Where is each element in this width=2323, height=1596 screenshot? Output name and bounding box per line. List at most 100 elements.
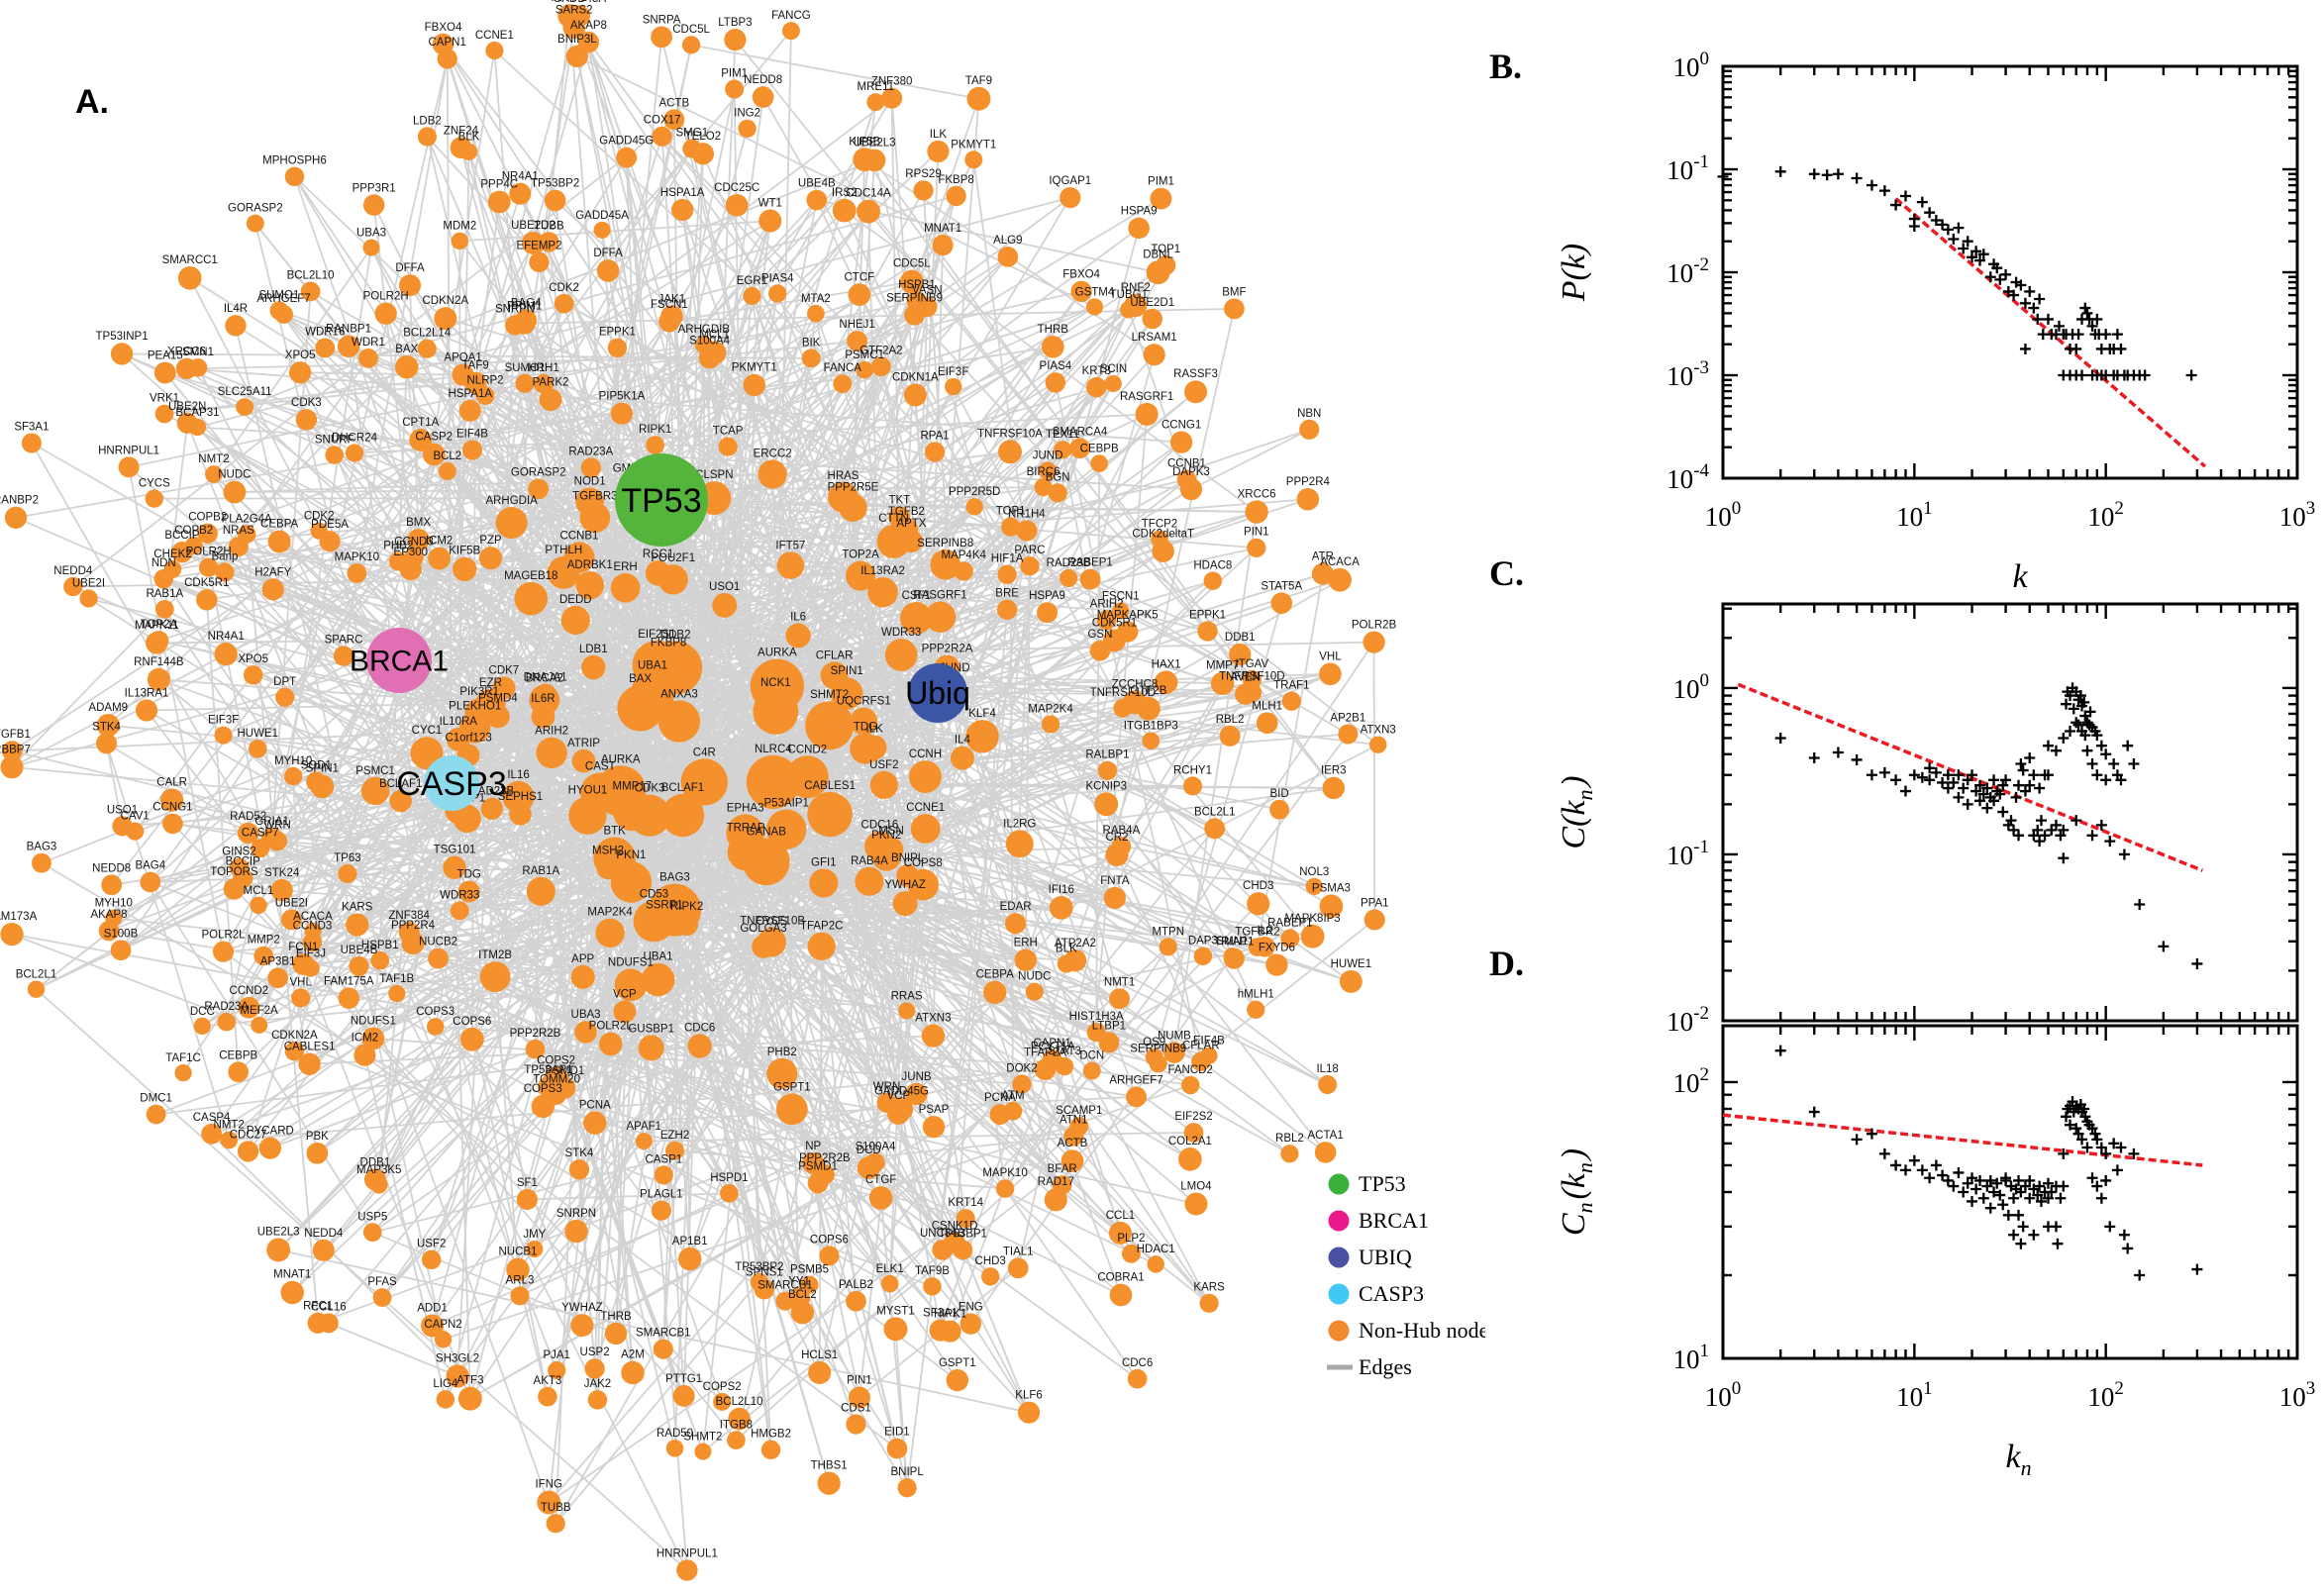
node-label: TNFRSF10B (740, 915, 805, 927)
non-hub-node (1197, 621, 1218, 642)
node-label: NMT1 (1104, 976, 1135, 988)
non-hub-node (291, 988, 311, 1008)
node-label: PIM1 (1148, 176, 1174, 188)
hub-edge (398, 150, 940, 661)
non-hub-node (997, 564, 1017, 584)
node-label: CABLES1 (284, 1041, 336, 1052)
node-label: MSH2 (592, 845, 624, 856)
network-edge (155, 672, 1331, 1116)
data-point (1977, 1192, 1989, 1204)
tick-label-10e-1: 10-1 (1666, 151, 1709, 185)
node-label: TAF1B (379, 973, 414, 985)
non-hub-node (288, 361, 312, 384)
node-label: RCHY1 (1173, 764, 1212, 776)
node-label: DCN (1079, 1050, 1104, 1062)
non-hub-node (850, 733, 881, 764)
node-label: ITM2B (478, 949, 512, 961)
non-hub-node (417, 339, 437, 358)
non-hub-node (201, 1123, 222, 1145)
data-point (2061, 698, 2072, 710)
tick-label-10e2: 102 (2087, 498, 2124, 532)
data-point (1970, 246, 1982, 257)
network-edge (924, 775, 1156, 1058)
node-label: XPO5 (238, 653, 268, 665)
network-edge (568, 15, 1008, 611)
hub-edge (451, 672, 1331, 784)
non-hub-node (832, 198, 857, 223)
non-hub-node (421, 1249, 442, 1270)
data-point (1977, 249, 1989, 260)
node-label: UBA3 (356, 228, 386, 240)
data-point (2081, 717, 2093, 729)
data-point (1942, 1174, 1954, 1186)
node-label: CTCF (845, 271, 875, 283)
data-point (1974, 254, 1986, 266)
network-edge (1091, 1069, 1191, 1086)
node-label: ARL3 (506, 1274, 535, 1286)
data-point (1890, 774, 1902, 786)
node-label: TP53INP1 (96, 331, 149, 343)
non-hub-node (997, 247, 1019, 267)
non-hub-node (1120, 300, 1138, 319)
non-hub-node (575, 487, 604, 517)
data-point (2079, 1111, 2091, 1123)
node-label: CCND2 (788, 744, 828, 755)
node-label: SERPINB9 (1130, 1043, 1186, 1054)
tick-label-10e1: 101 (1896, 498, 1933, 532)
node-label: PPP2R2B (799, 1152, 851, 1164)
non-hub-node (785, 623, 811, 648)
node-label: BAX (629, 673, 652, 685)
non-hub-node (1200, 1047, 1218, 1065)
data-point (1808, 1106, 1820, 1118)
network-edge (813, 1135, 1074, 1164)
node-label: SMARCA4 (1053, 426, 1108, 438)
non-hub-node (4, 506, 28, 529)
node-label: PCNA (984, 1092, 1016, 1104)
network-edge (662, 1348, 738, 1442)
node-label: PKMYT1 (951, 139, 996, 150)
node-label: CSNK1D (932, 1221, 978, 1233)
node-label: RIPK2 (670, 901, 703, 913)
node-label: S100A4 (689, 335, 731, 347)
node-label: IL18 (1316, 1063, 1338, 1075)
node-label: FAM173A (0, 911, 38, 923)
node-label: PSMD1 (546, 1065, 585, 1077)
non-hub-node (1152, 540, 1174, 562)
node-label: VRK1 (150, 393, 179, 405)
data-point (1962, 236, 1973, 248)
node-label: FNTA (1100, 875, 1130, 887)
data-point (1948, 776, 1960, 788)
node-label: HIPK1 (934, 1309, 966, 1321)
node-label: SMARCB1 (636, 1328, 691, 1340)
data-point (2091, 730, 2103, 742)
non-hub-node (1193, 947, 1213, 965)
non-hub-node (217, 1012, 237, 1032)
data-point (2070, 815, 2082, 827)
non-hub-node (766, 809, 807, 849)
fit-line (1722, 1113, 2203, 1167)
non-hub-node (613, 1000, 637, 1024)
node-label: CCNG1 (1162, 419, 1201, 431)
non-hub-node (1082, 1061, 1101, 1080)
data-point (2032, 824, 2044, 836)
network-edge (213, 247, 372, 475)
non-hub-node (1054, 441, 1072, 459)
node-label: USO1 (709, 581, 740, 593)
non-hub-node (833, 374, 853, 394)
data-point (2139, 369, 2151, 381)
network-edge (578, 15, 729, 448)
node-label: COPS2 (537, 1055, 575, 1067)
data-point (2084, 706, 2096, 718)
network-edge (300, 371, 463, 376)
node-label: RAB1A (522, 865, 559, 877)
data-point (2035, 815, 2047, 827)
node-label: IL4 (955, 735, 971, 747)
node-label: ARHGDIB (678, 324, 731, 336)
non-hub-node (998, 440, 1023, 464)
non-hub-node (1143, 344, 1165, 366)
node-label: hMLH1 (1238, 989, 1274, 1001)
network-edge (1050, 724, 1257, 1011)
node-label: ALG9 (993, 235, 1022, 247)
